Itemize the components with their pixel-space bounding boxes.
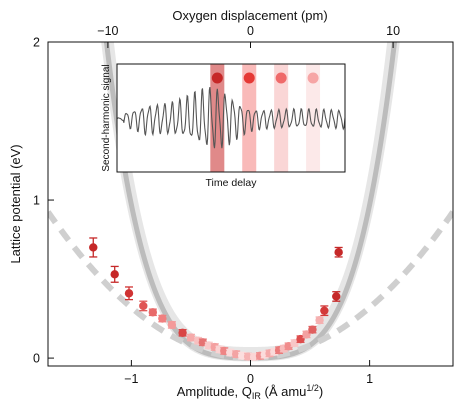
delay-band xyxy=(306,64,321,172)
data-marker xyxy=(186,333,196,342)
data-marker xyxy=(320,306,329,315)
delay-marker xyxy=(243,72,255,84)
x-axis-label: Amplitude, QIR (Å amu1/2) xyxy=(177,383,324,401)
data-point xyxy=(124,286,134,301)
x-axis-label-unit-sup: 1/2 xyxy=(306,383,319,393)
second-harmonic-trace xyxy=(117,86,345,149)
data-point xyxy=(334,246,343,258)
data-marker xyxy=(148,308,158,317)
data-point xyxy=(158,314,167,323)
data-point xyxy=(178,328,187,338)
data-marker xyxy=(315,315,324,325)
data-point xyxy=(320,305,329,317)
data-point xyxy=(167,320,177,330)
data-point xyxy=(148,308,158,317)
delay-marker xyxy=(275,72,287,84)
x2-tick-label: −10 xyxy=(97,24,118,38)
data-marker xyxy=(124,289,134,298)
data-marker xyxy=(308,325,317,334)
x-axis-label-unit-post: ) xyxy=(319,384,323,399)
x-axis-label-unit-pre: (Å amu xyxy=(261,384,307,399)
y-tick-label: 0 xyxy=(33,352,40,366)
inset-x-label: Time delay xyxy=(206,177,258,189)
data-point xyxy=(186,333,196,342)
x2-tick-label: 10 xyxy=(386,24,400,38)
data-marker xyxy=(290,338,299,348)
x-tick-label: 1 xyxy=(366,372,373,386)
data-marker xyxy=(167,320,177,330)
main-plot-points xyxy=(89,237,343,362)
inset-delay-markers xyxy=(211,72,319,84)
x-axis-label-sub: IR xyxy=(252,391,262,401)
harmonic-reference-curve xyxy=(48,210,453,362)
data-point xyxy=(139,300,148,312)
data-point xyxy=(315,315,324,325)
data-marker xyxy=(334,248,343,257)
x2-axis-label: Oxygen displacement (pm) xyxy=(172,8,327,23)
inset-frame xyxy=(116,63,346,173)
inset-trace xyxy=(117,86,345,149)
data-marker xyxy=(139,301,148,311)
data-marker xyxy=(178,328,187,338)
x-axis-label-main: Amplitude, Q xyxy=(177,384,252,399)
data-point xyxy=(290,338,299,348)
y-axis-label: Lattice potential (eV) xyxy=(8,144,23,263)
data-marker xyxy=(89,243,98,252)
data-marker xyxy=(110,270,119,279)
data-point xyxy=(110,265,119,283)
data-point xyxy=(89,237,98,258)
delay-marker xyxy=(307,72,319,84)
data-point xyxy=(308,325,317,334)
delay-marker xyxy=(211,72,223,84)
x-tick-label: 0 xyxy=(247,372,254,386)
x2-tick-label: 0 xyxy=(247,24,254,38)
delay-band xyxy=(274,64,289,172)
data-marker xyxy=(243,352,253,361)
inset-chart: Second-harmonic signal Time delay xyxy=(101,63,346,189)
y-tick-label: 1 xyxy=(33,194,40,208)
data-point xyxy=(332,291,341,302)
inset-y-label: Second-harmonic signal xyxy=(101,64,112,171)
delay-band xyxy=(242,64,257,172)
y-tick-label: 2 xyxy=(33,36,40,50)
data-marker xyxy=(158,314,167,323)
x-tick-label: −1 xyxy=(124,372,138,386)
data-marker xyxy=(332,292,341,301)
